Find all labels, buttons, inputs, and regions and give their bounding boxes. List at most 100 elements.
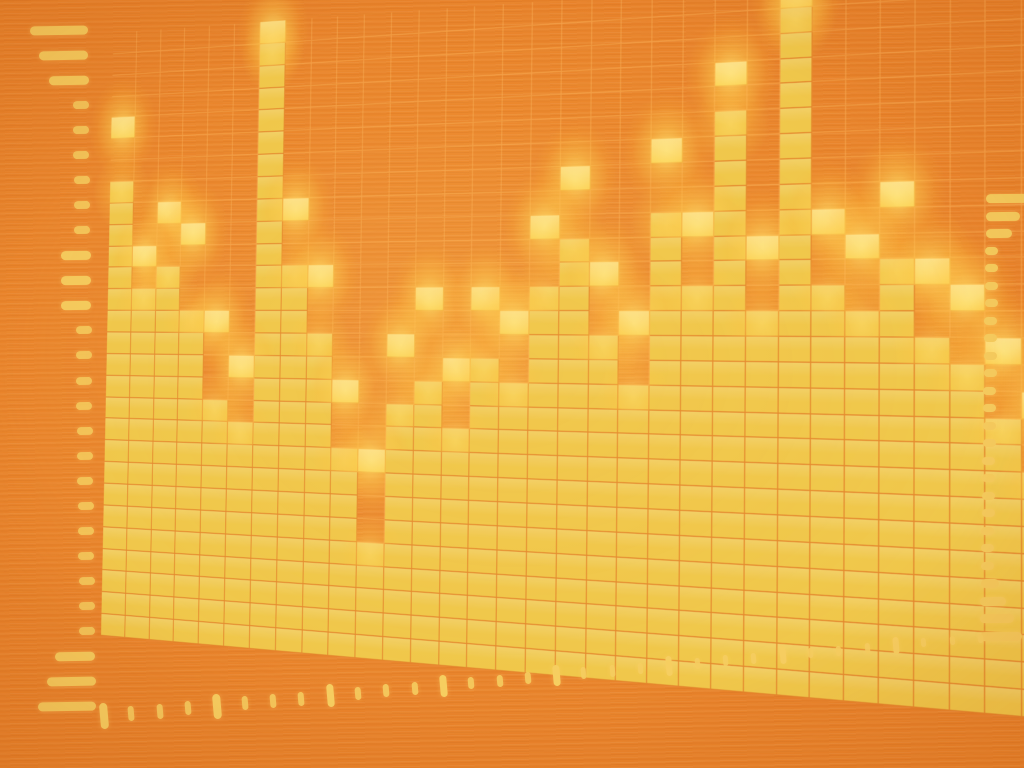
spectrum-segment-off xyxy=(180,244,207,268)
spectrum-segment-off xyxy=(443,263,473,288)
spectrum-segment-lit xyxy=(128,441,154,464)
spectrum-segment-lit xyxy=(844,570,880,600)
spectrum-segment-lit xyxy=(279,378,307,402)
spectrum-segment-off xyxy=(683,87,716,114)
frequency-tick-minor xyxy=(241,696,249,711)
spectrum-segment-lit xyxy=(256,243,283,267)
spectrum-segment-lit xyxy=(156,267,181,290)
spectrum-segment-off xyxy=(333,311,361,335)
spectrum-segment-off xyxy=(389,148,418,173)
spectrum-segment-lit xyxy=(618,409,650,435)
spectrum-segment-lit xyxy=(108,224,134,247)
spectrum-segment-off xyxy=(446,29,476,55)
spectrum-segment-lit xyxy=(779,209,813,236)
spectrum-segment-lit xyxy=(588,359,620,385)
spectrum-segment-lit xyxy=(106,332,132,355)
spectrum-segment-off xyxy=(561,93,592,120)
frequency-tick-minor xyxy=(864,642,870,654)
frequency-tick-minor xyxy=(807,647,814,659)
spectrum-segment-lit xyxy=(714,110,748,137)
spectrum-segment-lit xyxy=(250,603,277,629)
spectrum-segment-lit xyxy=(844,649,879,679)
frequency-tick-minor xyxy=(269,693,277,709)
spectrum-segment-lit xyxy=(557,456,588,482)
spectrum-segment-off xyxy=(880,0,916,3)
led-matrix-grid xyxy=(101,0,1024,721)
spectrum-segment-off xyxy=(445,123,474,148)
spectrum-segment-lit xyxy=(200,532,227,557)
spectrum-segment-off xyxy=(206,200,232,223)
spectrum-segment-off xyxy=(389,171,418,196)
spectrum-segment-off xyxy=(229,333,256,356)
spectrum-segment-off xyxy=(746,109,780,136)
spectrum-segment-lit xyxy=(498,430,529,456)
spectrum-segment-lit xyxy=(810,594,845,623)
spectrum-segment-off xyxy=(560,141,591,167)
spectrum-segment-off xyxy=(560,117,592,144)
spectrum-segment-lit xyxy=(879,259,915,286)
spectrum-segment-off xyxy=(501,215,531,240)
spectrum-segment-lit xyxy=(469,453,499,479)
spectrum-segment-lit xyxy=(647,659,680,687)
spectrum-segment-lit xyxy=(985,632,1023,663)
peak-hold-indicator xyxy=(845,233,881,260)
spectrum-segment-lit xyxy=(810,568,845,597)
spectrum-segment-off xyxy=(185,25,211,50)
spectrum-segment-off xyxy=(357,518,385,544)
spectrum-segment-off xyxy=(915,75,951,104)
spectrum-segment-lit xyxy=(811,465,846,493)
spectrum-segment-lit xyxy=(649,434,681,461)
spectrum-segment-lit xyxy=(355,611,384,638)
spectrum-segment-lit xyxy=(250,580,277,606)
spectrum-segment-lit xyxy=(355,634,384,661)
spectrum-segment-off xyxy=(561,21,592,48)
spectrum-segment-lit xyxy=(412,521,441,547)
spectrum-segment-off xyxy=(652,89,684,116)
spectrum-segment-lit xyxy=(985,686,1023,718)
spectrum-segment-off xyxy=(204,288,231,311)
spectrum-segment-lit xyxy=(306,333,334,357)
spectrum-segment-off xyxy=(180,288,206,311)
spectrum-segment-lit xyxy=(155,310,181,333)
spectrum-segment-lit xyxy=(650,311,682,337)
spectrum-segment-off xyxy=(156,245,182,268)
spectrum-segment-lit xyxy=(680,435,713,462)
spectrum-segment-off xyxy=(361,241,389,266)
spectrum-segment-lit xyxy=(680,460,713,488)
spectrum-segment-lit xyxy=(102,526,128,551)
spectrum-segment-off xyxy=(310,106,337,131)
spectrum-segment-lit xyxy=(616,631,648,660)
frequency-tick-major xyxy=(778,646,787,665)
spectrum-segment-off xyxy=(310,61,338,86)
spectrum-segment-lit xyxy=(249,626,276,652)
spectrum-segment-lit xyxy=(844,596,880,626)
spectrum-segment-lit xyxy=(879,415,915,443)
spectrum-segment-off xyxy=(332,402,360,427)
spectrum-segment-off xyxy=(590,116,622,142)
spectrum-segment-off xyxy=(359,380,387,404)
spectrum-segment-lit xyxy=(985,471,1023,501)
spectrum-segment-lit xyxy=(174,597,200,623)
spectrum-segment-lit xyxy=(496,646,526,674)
spectrum-segment-lit xyxy=(844,622,879,652)
spectrum-segment-lit xyxy=(497,574,527,601)
spectrum-segment-lit xyxy=(744,513,778,542)
spectrum-segment-lit xyxy=(149,595,175,621)
spectrum-segment-off xyxy=(283,130,311,154)
peak-hold-indicator xyxy=(332,379,360,404)
spectrum-segment-off xyxy=(416,170,446,195)
spectrum-segment-off xyxy=(682,136,715,163)
spectrum-segment-off xyxy=(747,0,781,12)
spectrum-segment-off xyxy=(950,0,987,24)
spectrum-segment-lit xyxy=(780,6,814,34)
spectrum-segment-lit xyxy=(711,613,745,642)
spectrum-segment-lit xyxy=(255,310,282,334)
spectrum-segment-lit xyxy=(714,135,747,162)
spectrum-segment-off xyxy=(282,220,309,244)
peak-hold-indicator xyxy=(228,355,255,379)
spectrum-segment-off xyxy=(184,69,210,93)
peak-hold-indicator xyxy=(560,165,591,191)
spectrum-segment-lit xyxy=(356,588,384,614)
peak-hold-indicator xyxy=(181,222,207,246)
